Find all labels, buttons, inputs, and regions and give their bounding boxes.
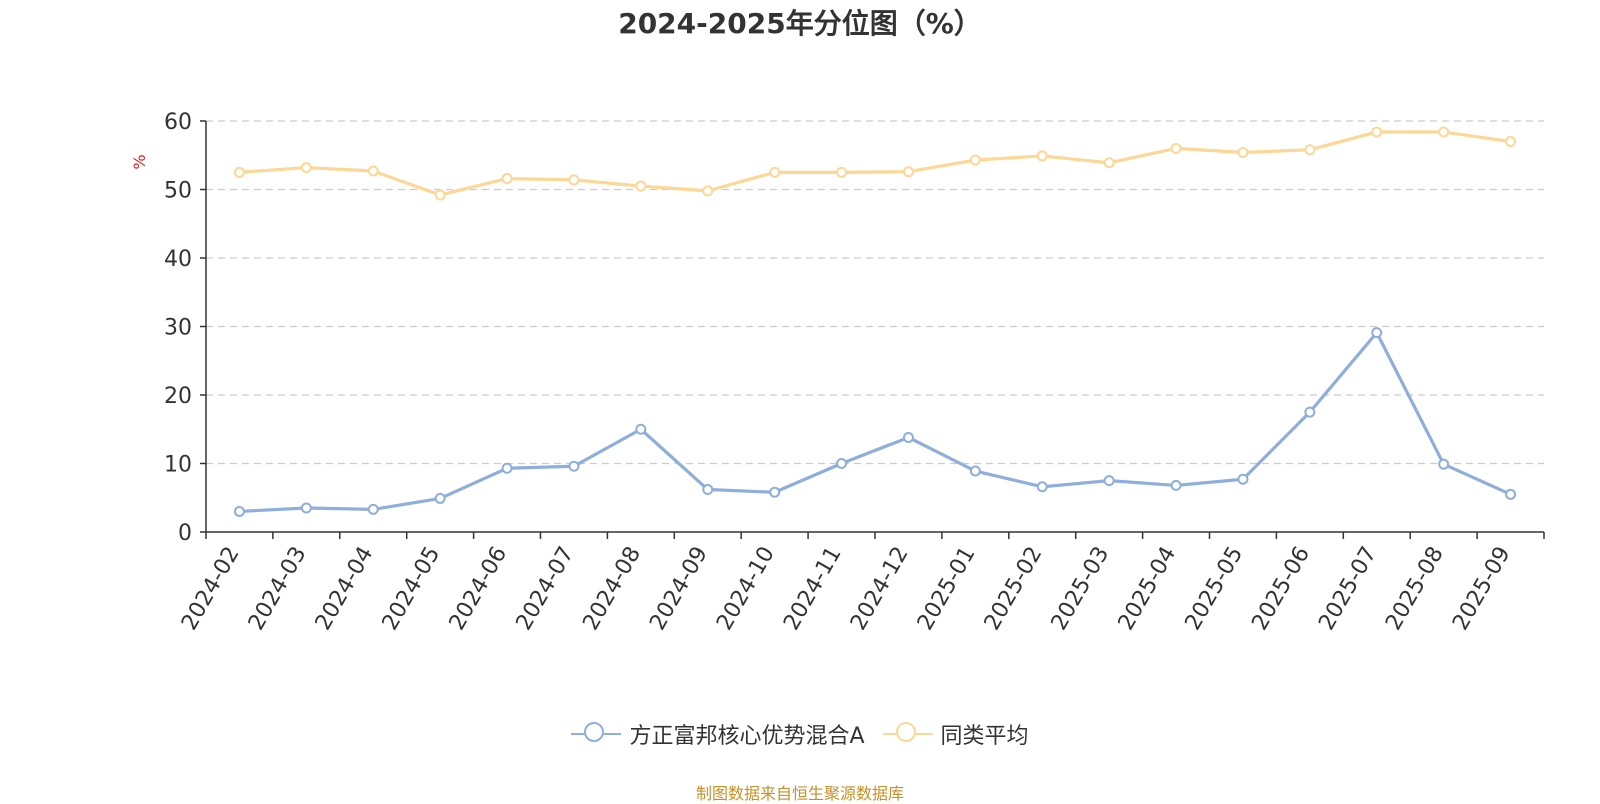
data-point (300, 162, 312, 174)
data-point (836, 458, 848, 469)
legend-swatch-peer-average-icon (882, 721, 933, 747)
data-point (769, 166, 781, 178)
data-point (902, 166, 914, 178)
data-point (501, 173, 513, 185)
x-tick-label: 2025-03 (1047, 543, 1115, 635)
x-tick-label: 2025-08 (1381, 543, 1449, 635)
data-point (1237, 147, 1249, 159)
data-point (1371, 126, 1383, 138)
chart-title: 2024-2025年分位图（%） (618, 7, 982, 40)
x-tick-label: 2024-03 (244, 543, 312, 635)
data-point (434, 492, 446, 504)
x-tick-label: 2024-04 (311, 543, 379, 635)
y-tick-label: 60 (164, 110, 192, 135)
data-point (1103, 157, 1115, 169)
data-point (1170, 142, 1182, 154)
y-tick-label: 30 (164, 316, 192, 341)
data-point (1304, 144, 1316, 156)
data-point (1170, 479, 1182, 491)
data-point (969, 465, 981, 477)
data-point (902, 431, 914, 443)
data-point (635, 423, 647, 435)
x-tick-label: 2024-11 (779, 543, 847, 635)
data-point (568, 174, 580, 186)
data-point (434, 189, 446, 201)
y-tick-label: 0 (178, 521, 192, 546)
y-tick-label: 50 (164, 179, 192, 204)
data-point (233, 166, 245, 178)
y-tick-label: 40 (164, 247, 192, 272)
data-point (1438, 126, 1450, 138)
data-point (836, 166, 848, 178)
x-tick-label: 2024-06 (445, 543, 513, 635)
x-tick-label: 2024-02 (177, 543, 245, 635)
x-tick-label: 2025-09 (1448, 543, 1516, 635)
y-tick-label: 20 (164, 384, 192, 409)
series-line-1 (237, 130, 1513, 197)
x-tick-label: 2024-09 (645, 543, 713, 635)
x-tick-label: 2025-05 (1181, 543, 1249, 635)
legend-label-fund: 方正富邦核心优势混合A (629, 724, 865, 749)
data-point (702, 484, 714, 496)
legend-label-peer-average: 同类平均 (940, 724, 1029, 749)
y-axis-label: % (130, 154, 149, 169)
legend: 方正富邦核心优势混合A 同类平均 (0, 718, 1600, 750)
x-tick-label: 2024-05 (378, 543, 446, 635)
x-tick-label: 2024-10 (712, 543, 780, 635)
x-tick-label: 2025-06 (1247, 543, 1315, 635)
data-point (501, 462, 513, 474)
data-point (367, 503, 379, 515)
x-tick-label: 2025-04 (1114, 543, 1182, 635)
data-point (1505, 488, 1517, 500)
data-point (635, 180, 647, 192)
series-lines (233, 126, 1517, 517)
data-point (233, 505, 245, 517)
data-point (969, 154, 981, 166)
x-tick-label: 2024-08 (578, 543, 646, 635)
legend-item-peer-average[interactable]: 同类平均 (882, 718, 1029, 750)
data-point (1304, 406, 1316, 418)
x-tick-label: 2025-02 (980, 543, 1048, 635)
x-tick-label: 2024-07 (512, 543, 580, 635)
data-point (1438, 458, 1450, 470)
data-point (1036, 150, 1048, 162)
data-point (1505, 136, 1517, 148)
data-source-note: 制图数据来自恒生聚源数据库 (695, 784, 904, 803)
data-point (300, 502, 312, 514)
data-point (568, 460, 580, 472)
legend-item-fund[interactable]: 方正富邦核心优势混合A (571, 718, 865, 750)
data-point (1237, 473, 1249, 485)
x-tick-label: 2025-01 (913, 543, 981, 635)
data-point (367, 165, 379, 177)
data-point (1036, 481, 1048, 493)
y-tick-label: 10 (164, 453, 192, 478)
x-tick-label: 2025-07 (1314, 543, 1382, 635)
series-line-0 (237, 331, 1513, 514)
legend-swatch-fund-icon (571, 721, 622, 747)
data-point (1371, 327, 1383, 339)
data-point (1103, 475, 1115, 487)
x-tick-label: 2024-12 (846, 543, 914, 635)
data-point (769, 486, 781, 498)
data-point (702, 185, 714, 197)
